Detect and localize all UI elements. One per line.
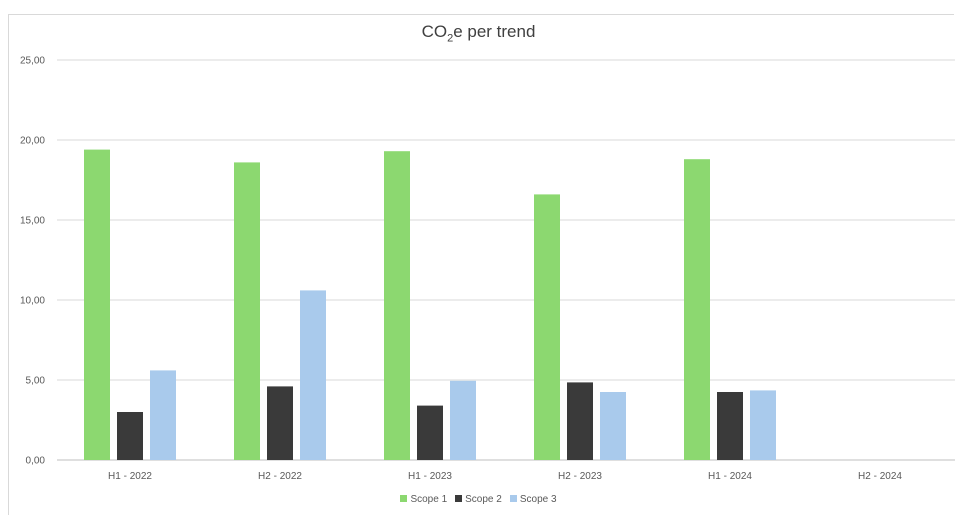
bar-scope-2 xyxy=(267,386,293,460)
x-tick-label: H2 - 2024 xyxy=(858,471,902,482)
bar-scope-2 xyxy=(417,405,443,460)
x-tick-label: H2 - 2023 xyxy=(558,471,602,482)
y-tick-label: 20,00 xyxy=(20,136,45,147)
bar-scope-2 xyxy=(117,412,143,460)
legend-item: Scope 2 xyxy=(455,494,502,505)
bar-scope-3 xyxy=(750,390,776,460)
bar-scope-3 xyxy=(300,290,326,460)
y-tick-label: 10,00 xyxy=(20,296,45,307)
y-tick-label: 25,00 xyxy=(20,56,45,67)
legend-label: Scope 2 xyxy=(465,494,502,505)
chart-title-rest: e per trend xyxy=(453,22,536,41)
chart-title: CO2e per trend xyxy=(0,22,957,44)
bar-scope-1 xyxy=(84,149,110,460)
bar-scope-2 xyxy=(717,392,743,460)
bar-scope-3 xyxy=(450,380,476,460)
chart-frame xyxy=(8,14,954,515)
bar-scope-1 xyxy=(534,194,560,460)
legend-item: Scope 1 xyxy=(400,494,447,505)
bar-scope-1 xyxy=(384,151,410,460)
x-tick-label: H1 - 2023 xyxy=(408,471,452,482)
bar-scope-3 xyxy=(600,392,626,460)
y-tick-label: 15,00 xyxy=(20,216,45,227)
x-tick-label: H1 - 2024 xyxy=(708,471,752,482)
y-tick-label: 0,00 xyxy=(26,456,46,467)
x-tick-label: H1 - 2022 xyxy=(108,471,152,482)
bar-scope-1 xyxy=(684,159,710,460)
legend-label: Scope 3 xyxy=(519,494,557,505)
bar-scope-1 xyxy=(234,162,260,460)
legend-swatch xyxy=(509,495,517,502)
x-tick-label: H2 - 2022 xyxy=(258,471,302,482)
bar-scope-2 xyxy=(567,382,593,460)
legend-swatch xyxy=(455,495,463,502)
legend-label: Scope 1 xyxy=(410,494,448,505)
y-tick-label: 5,00 xyxy=(26,376,46,387)
legend-swatch xyxy=(400,495,408,502)
bar-scope-3 xyxy=(150,370,176,460)
legend-item: Scope 3 xyxy=(509,494,557,505)
chart-title-subscript: 2 xyxy=(447,32,454,45)
chart-title-main: CO xyxy=(421,22,448,41)
chart-legend: Scope 1 Scope 2 Scope 3 xyxy=(0,494,957,505)
